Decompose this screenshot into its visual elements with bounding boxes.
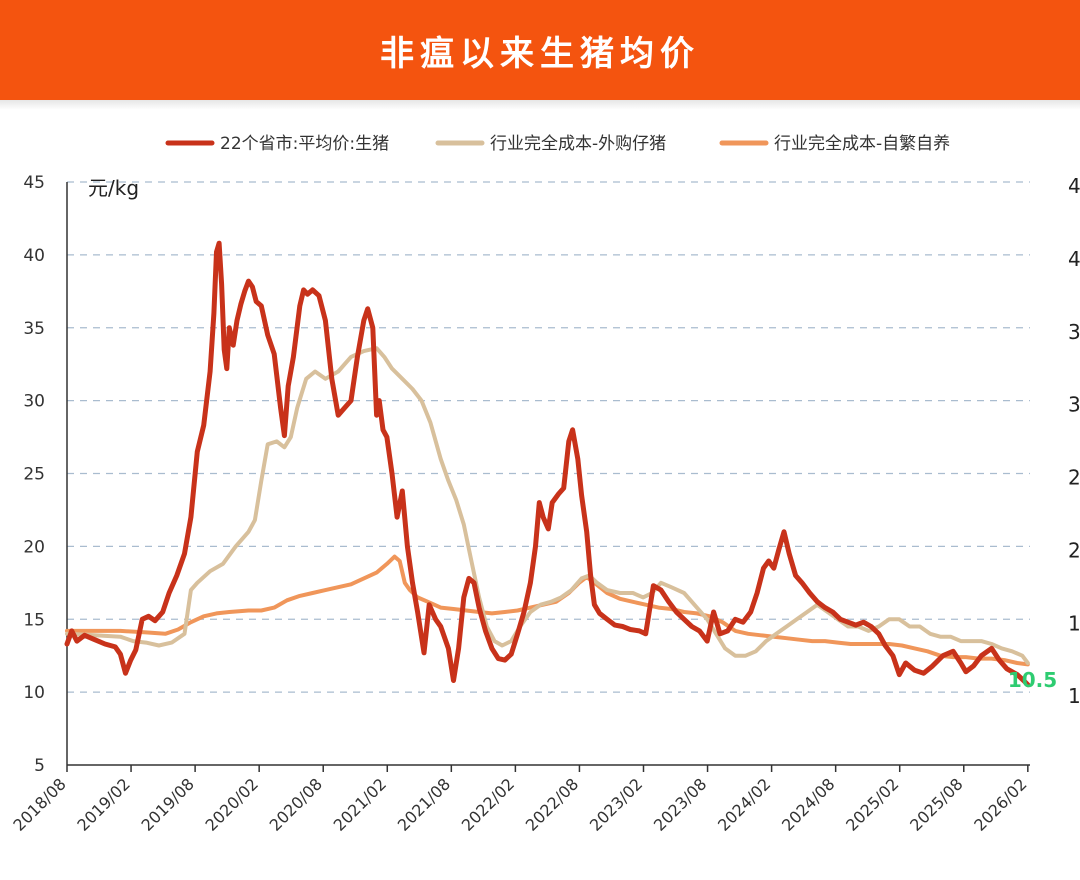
last-value-label: 10.5 xyxy=(1008,668,1057,692)
x-tick-label: 2024/08 xyxy=(778,774,838,834)
legend-label-2: 行业完全成本-外购仔猪 xyxy=(490,134,666,154)
annotations: 元/kg 10.5 xyxy=(88,176,1057,692)
x-tick-label: 2025/08 xyxy=(906,774,966,834)
x-tick-label: 2025/02 xyxy=(842,774,902,834)
right-axis-tick-label: 1 xyxy=(1068,684,1080,708)
x-tick-label: 2020/02 xyxy=(202,774,262,834)
x-tick-label: 2021/08 xyxy=(394,774,454,834)
right-axis-tick-label: 2 xyxy=(1068,538,1080,562)
x-tick-label: 2022/02 xyxy=(458,774,518,834)
right-axis-tick-label: 3 xyxy=(1068,320,1080,344)
legend: 22个省市:平均价:生猪 行业完全成本-外购仔猪 行业完全成本-自繁自养 xyxy=(165,134,950,154)
x-tick-label: 2019/02 xyxy=(73,774,133,834)
y-tick-label: 35 xyxy=(23,319,45,339)
right-axis-tick-label: 1 xyxy=(1068,611,1080,635)
right-axis-tick-label: 4 xyxy=(1068,174,1080,198)
y-tick-label: 15 xyxy=(23,610,45,630)
right-axis-tick-label: 2 xyxy=(1068,466,1080,490)
x-tick-label: 2024/02 xyxy=(714,774,774,834)
legend-label-1: 22个省市:平均价:生猪 xyxy=(220,134,389,154)
x-tick-label: 2023/02 xyxy=(586,774,646,834)
legend-label-3: 行业完全成本-自繁自养 xyxy=(774,134,950,154)
y-tick-label: 40 xyxy=(23,246,45,266)
series-line-1 xyxy=(64,240,1031,688)
y-tick-label: 25 xyxy=(23,465,45,485)
y-tick-label: 10 xyxy=(23,683,45,703)
right-axis-tick-label: 4 xyxy=(1068,247,1080,271)
x-tick-label: 2022/08 xyxy=(522,774,582,834)
x-tick-label: 2019/08 xyxy=(138,774,198,834)
series-lines xyxy=(64,240,1031,688)
chart-title: 非瘟以来生猪均价 xyxy=(380,33,700,74)
x-tick-label: 2023/08 xyxy=(650,774,710,834)
title-bar: 非瘟以来生猪均价 xyxy=(0,0,1080,100)
x-tick-label: 2020/08 xyxy=(266,774,326,834)
y-tick-label: 30 xyxy=(23,392,45,412)
x-tick-label: 2021/02 xyxy=(330,774,390,834)
y-tick-label: 5 xyxy=(34,756,45,776)
right-axis-tick-label: 3 xyxy=(1068,393,1080,417)
x-tick-label: 2026/02 xyxy=(970,774,1030,834)
y-tick-label: 20 xyxy=(23,537,45,557)
title-divider xyxy=(0,100,1080,110)
y-tick-label: 45 xyxy=(23,173,45,193)
y-unit-label: 元/kg xyxy=(88,176,139,200)
x-tick-label: 2018/08 xyxy=(9,774,69,834)
